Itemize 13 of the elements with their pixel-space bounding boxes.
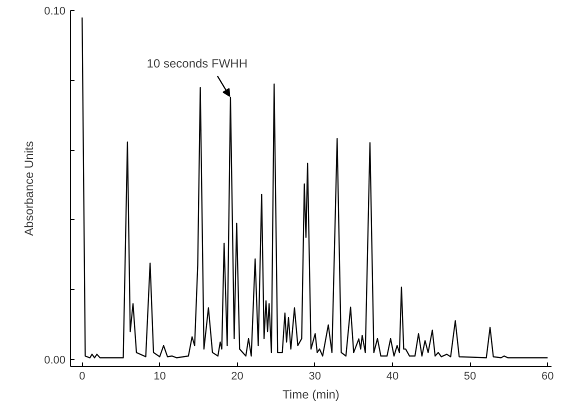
- x-tick-label: 30: [308, 370, 322, 382]
- y-axis-title: Absorbance Units: [22, 141, 36, 236]
- x-axis-title: Time (min): [282, 388, 340, 402]
- x-tick-label: 40: [386, 370, 399, 382]
- x-tick-label: 60: [542, 370, 554, 382]
- x-tick-label: 20: [231, 370, 244, 382]
- x-tick-label: 0: [79, 370, 86, 382]
- x-tick-label: 10: [154, 370, 166, 382]
- annotation: 10 seconds FWHH: [146, 56, 248, 71]
- line-series: [82, 16, 548, 358]
- y-tick-label: 0.10: [44, 6, 66, 18]
- x-tick-label: 50: [464, 370, 476, 382]
- y-tick-label: 0.00: [44, 354, 66, 367]
